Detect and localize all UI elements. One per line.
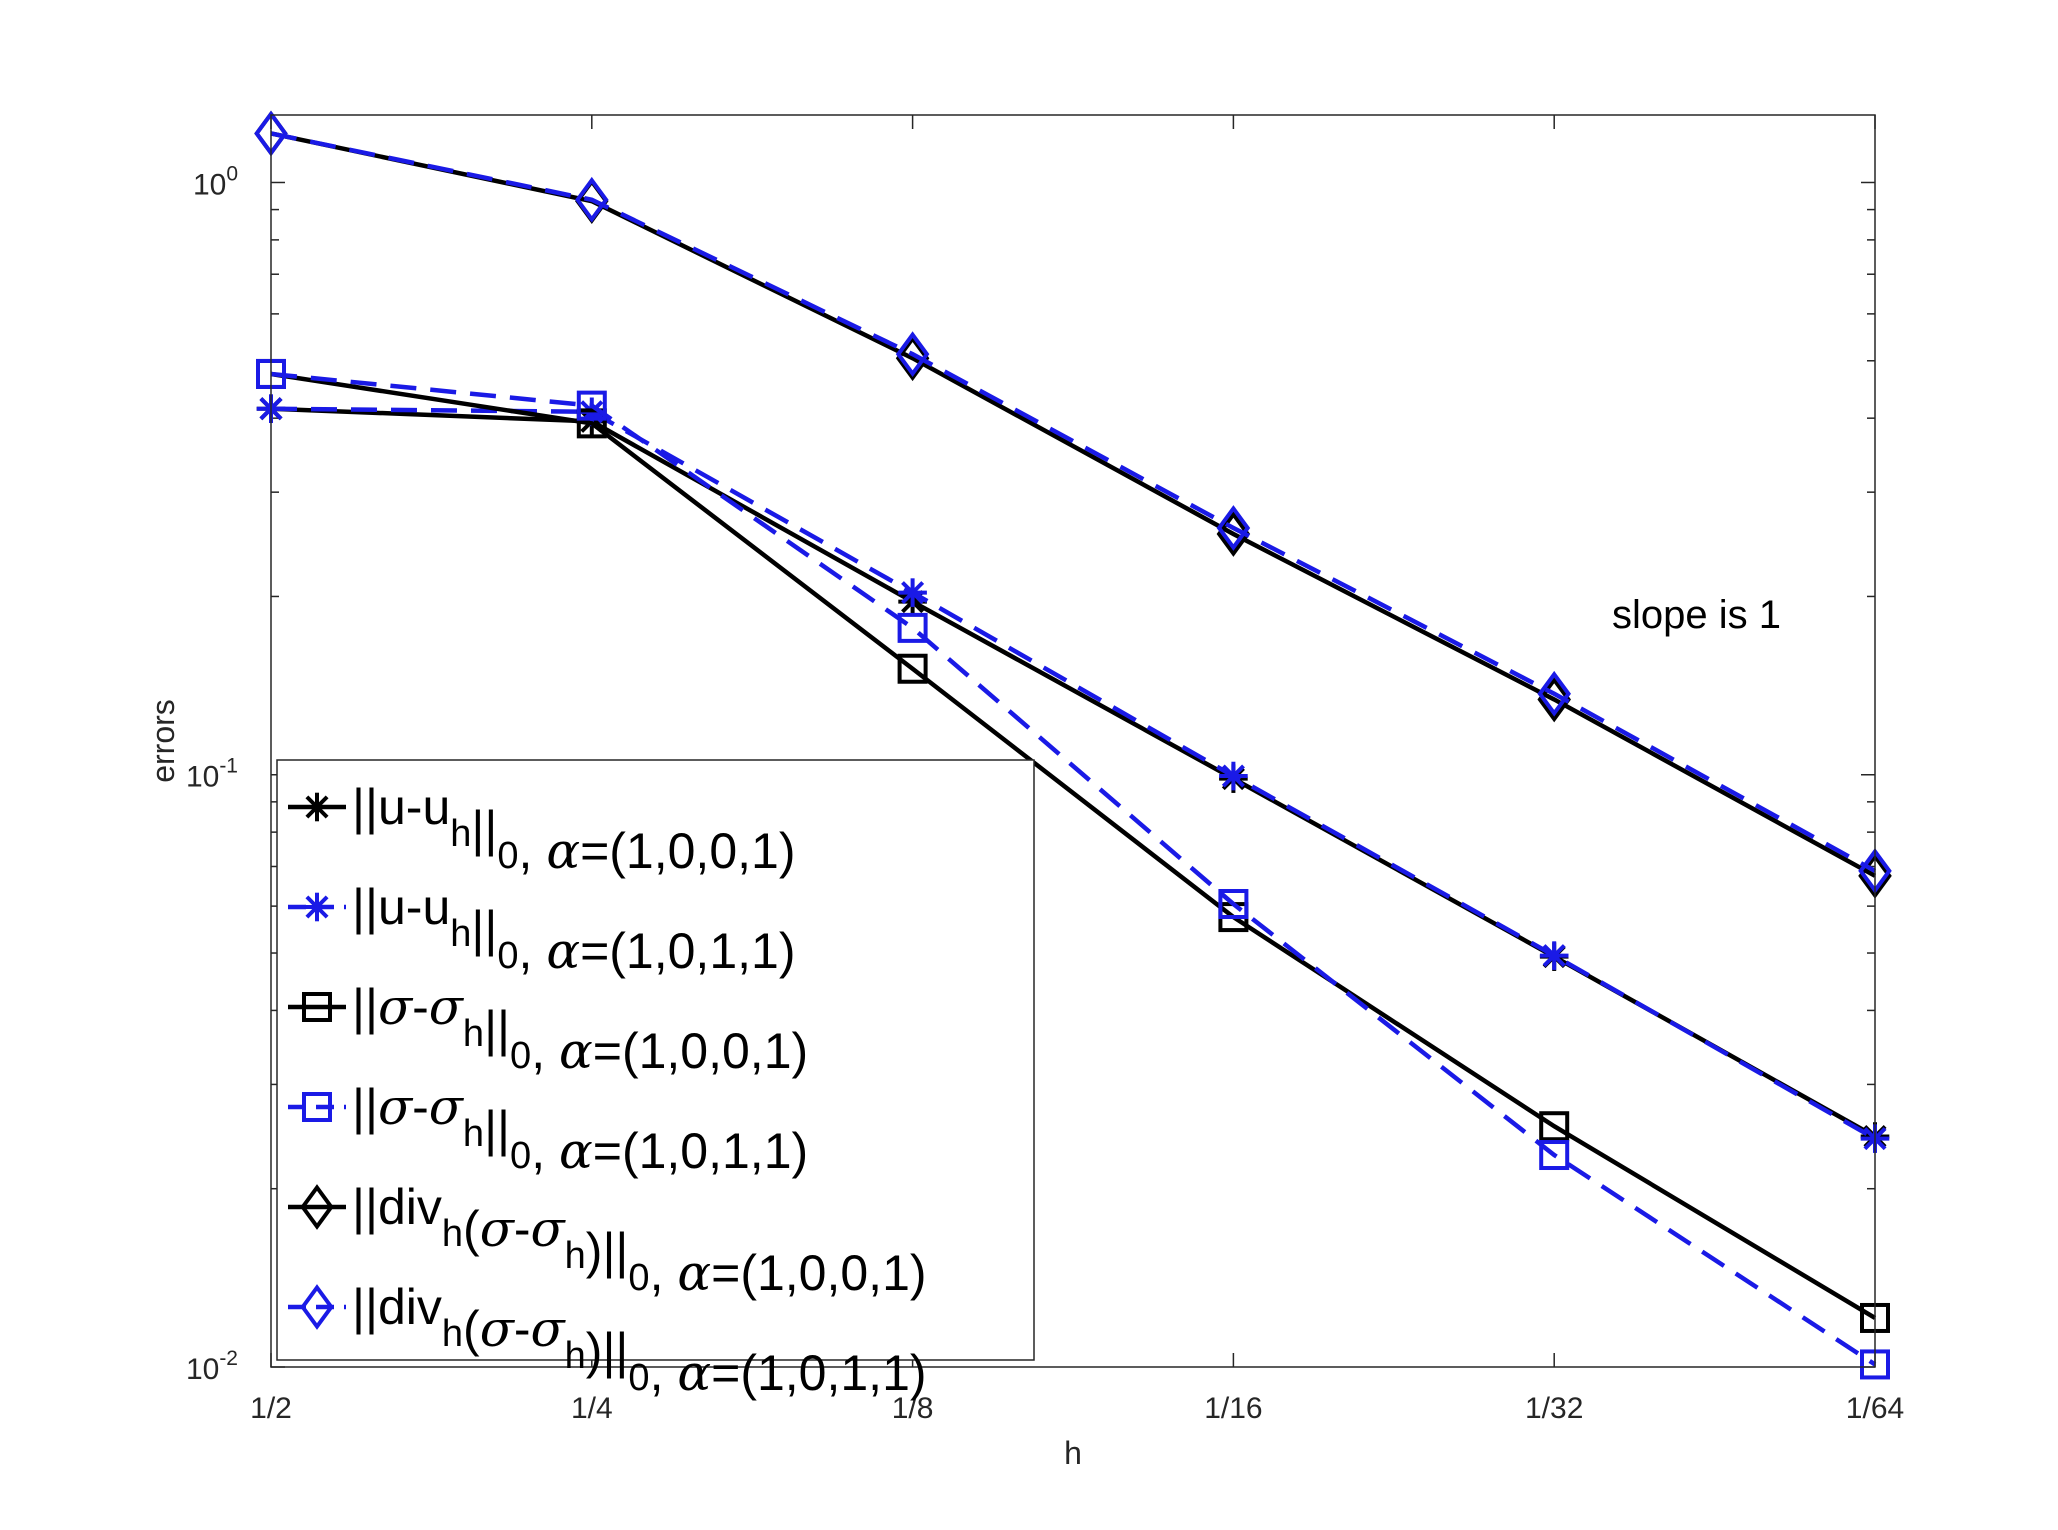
y-tick-label: 10-2 — [186, 1347, 238, 1386]
legend-item-d_a: ||divh(σ-σh)||0, α=(1,0,0,1) — [288, 1179, 927, 1302]
series-line — [270, 371, 1877, 1320]
data-point — [898, 578, 927, 607]
square-marker — [302, 992, 332, 1022]
data-point — [1219, 761, 1248, 791]
slope-annotation: slope is 1 — [1612, 593, 1781, 637]
legend-item-u_b: ||u-uh||0, α=(1,0,1,1) — [288, 879, 795, 980]
y-axis-title: errors — [145, 699, 181, 783]
data-point — [1539, 1111, 1570, 1142]
series-line — [270, 131, 1877, 878]
y-tick-labels: 100 10-1 10-2 — [186, 162, 238, 1386]
legend-box — [276, 759, 1035, 1361]
x-axis-title: h — [1064, 1435, 1082, 1471]
x-tick-label: 1/2 — [250, 1392, 292, 1425]
diamond-marker — [300, 1184, 334, 1230]
x-tick-label: 1/4 — [571, 1392, 613, 1425]
x-tick-label: 1/8 — [892, 1392, 934, 1425]
y-tick-label: 100 — [193, 162, 238, 201]
x-tick-label: 1/16 — [1204, 1392, 1262, 1425]
legend-label: ||u-uh||0, α=(1,0,0,1) — [352, 779, 795, 880]
plot-frame — [270, 114, 1876, 1368]
data-point — [1539, 941, 1569, 970]
y-tick-label: 10-1 — [186, 755, 238, 794]
legend-item-d_b: ||divh(σ-σh)||0, α=(1,0,1,1) — [288, 1279, 927, 1402]
series-line — [270, 371, 1877, 1367]
data-point — [1537, 676, 1571, 723]
data-point — [576, 390, 607, 421]
legend-label: ||divh(σ-σh)||0, α=(1,0,1,1) — [352, 1279, 927, 1402]
asterisk-marker — [302, 792, 332, 822]
data-point — [897, 612, 928, 643]
data-point — [576, 408, 607, 439]
legend-label: ||σ-σh||0, α=(1,0,1,1) — [352, 1078, 808, 1180]
asterisk-marker — [302, 892, 332, 922]
x-tick-label: 1/64 — [1846, 1392, 1904, 1425]
diamond-marker — [300, 1284, 334, 1330]
data-point — [1216, 505, 1251, 551]
legend-label: ||divh(σ-σh)||0, α=(1,0,0,1) — [352, 1179, 927, 1302]
x-tick-label: 1/32 — [1525, 1392, 1583, 1425]
data-point — [897, 653, 928, 684]
legend-label: ||u-uh||0, α=(1,0,1,1) — [352, 879, 795, 980]
data-point — [1218, 888, 1249, 919]
data-point — [895, 331, 930, 378]
x-tick-labels: 1/2 1/4 1/8 1/16 1/32 1/64 — [250, 1392, 1904, 1425]
data-point — [1216, 511, 1251, 557]
legend-item-s_b: ||σ-σh||0, α=(1,0,1,1) — [288, 1078, 808, 1180]
legend-item-u_a: ||u-uh||0, α=(1,0,0,1) — [288, 779, 795, 880]
legend-label: ||σ-σh||0, α=(1,0,0,1) — [352, 978, 808, 1080]
legend-item-s_a: ||σ-σh||0, α=(1,0,0,1) — [288, 978, 808, 1080]
data-point — [1539, 1140, 1570, 1171]
series-line — [270, 406, 1877, 1141]
data-point — [1537, 670, 1571, 717]
data-point — [575, 176, 609, 223]
legend: ||u-uh||0, α=(1,0,0,1)||u-uh||0, α=(1,0,… — [276, 759, 1035, 1402]
data-point — [895, 335, 930, 382]
square-marker — [302, 1092, 332, 1122]
